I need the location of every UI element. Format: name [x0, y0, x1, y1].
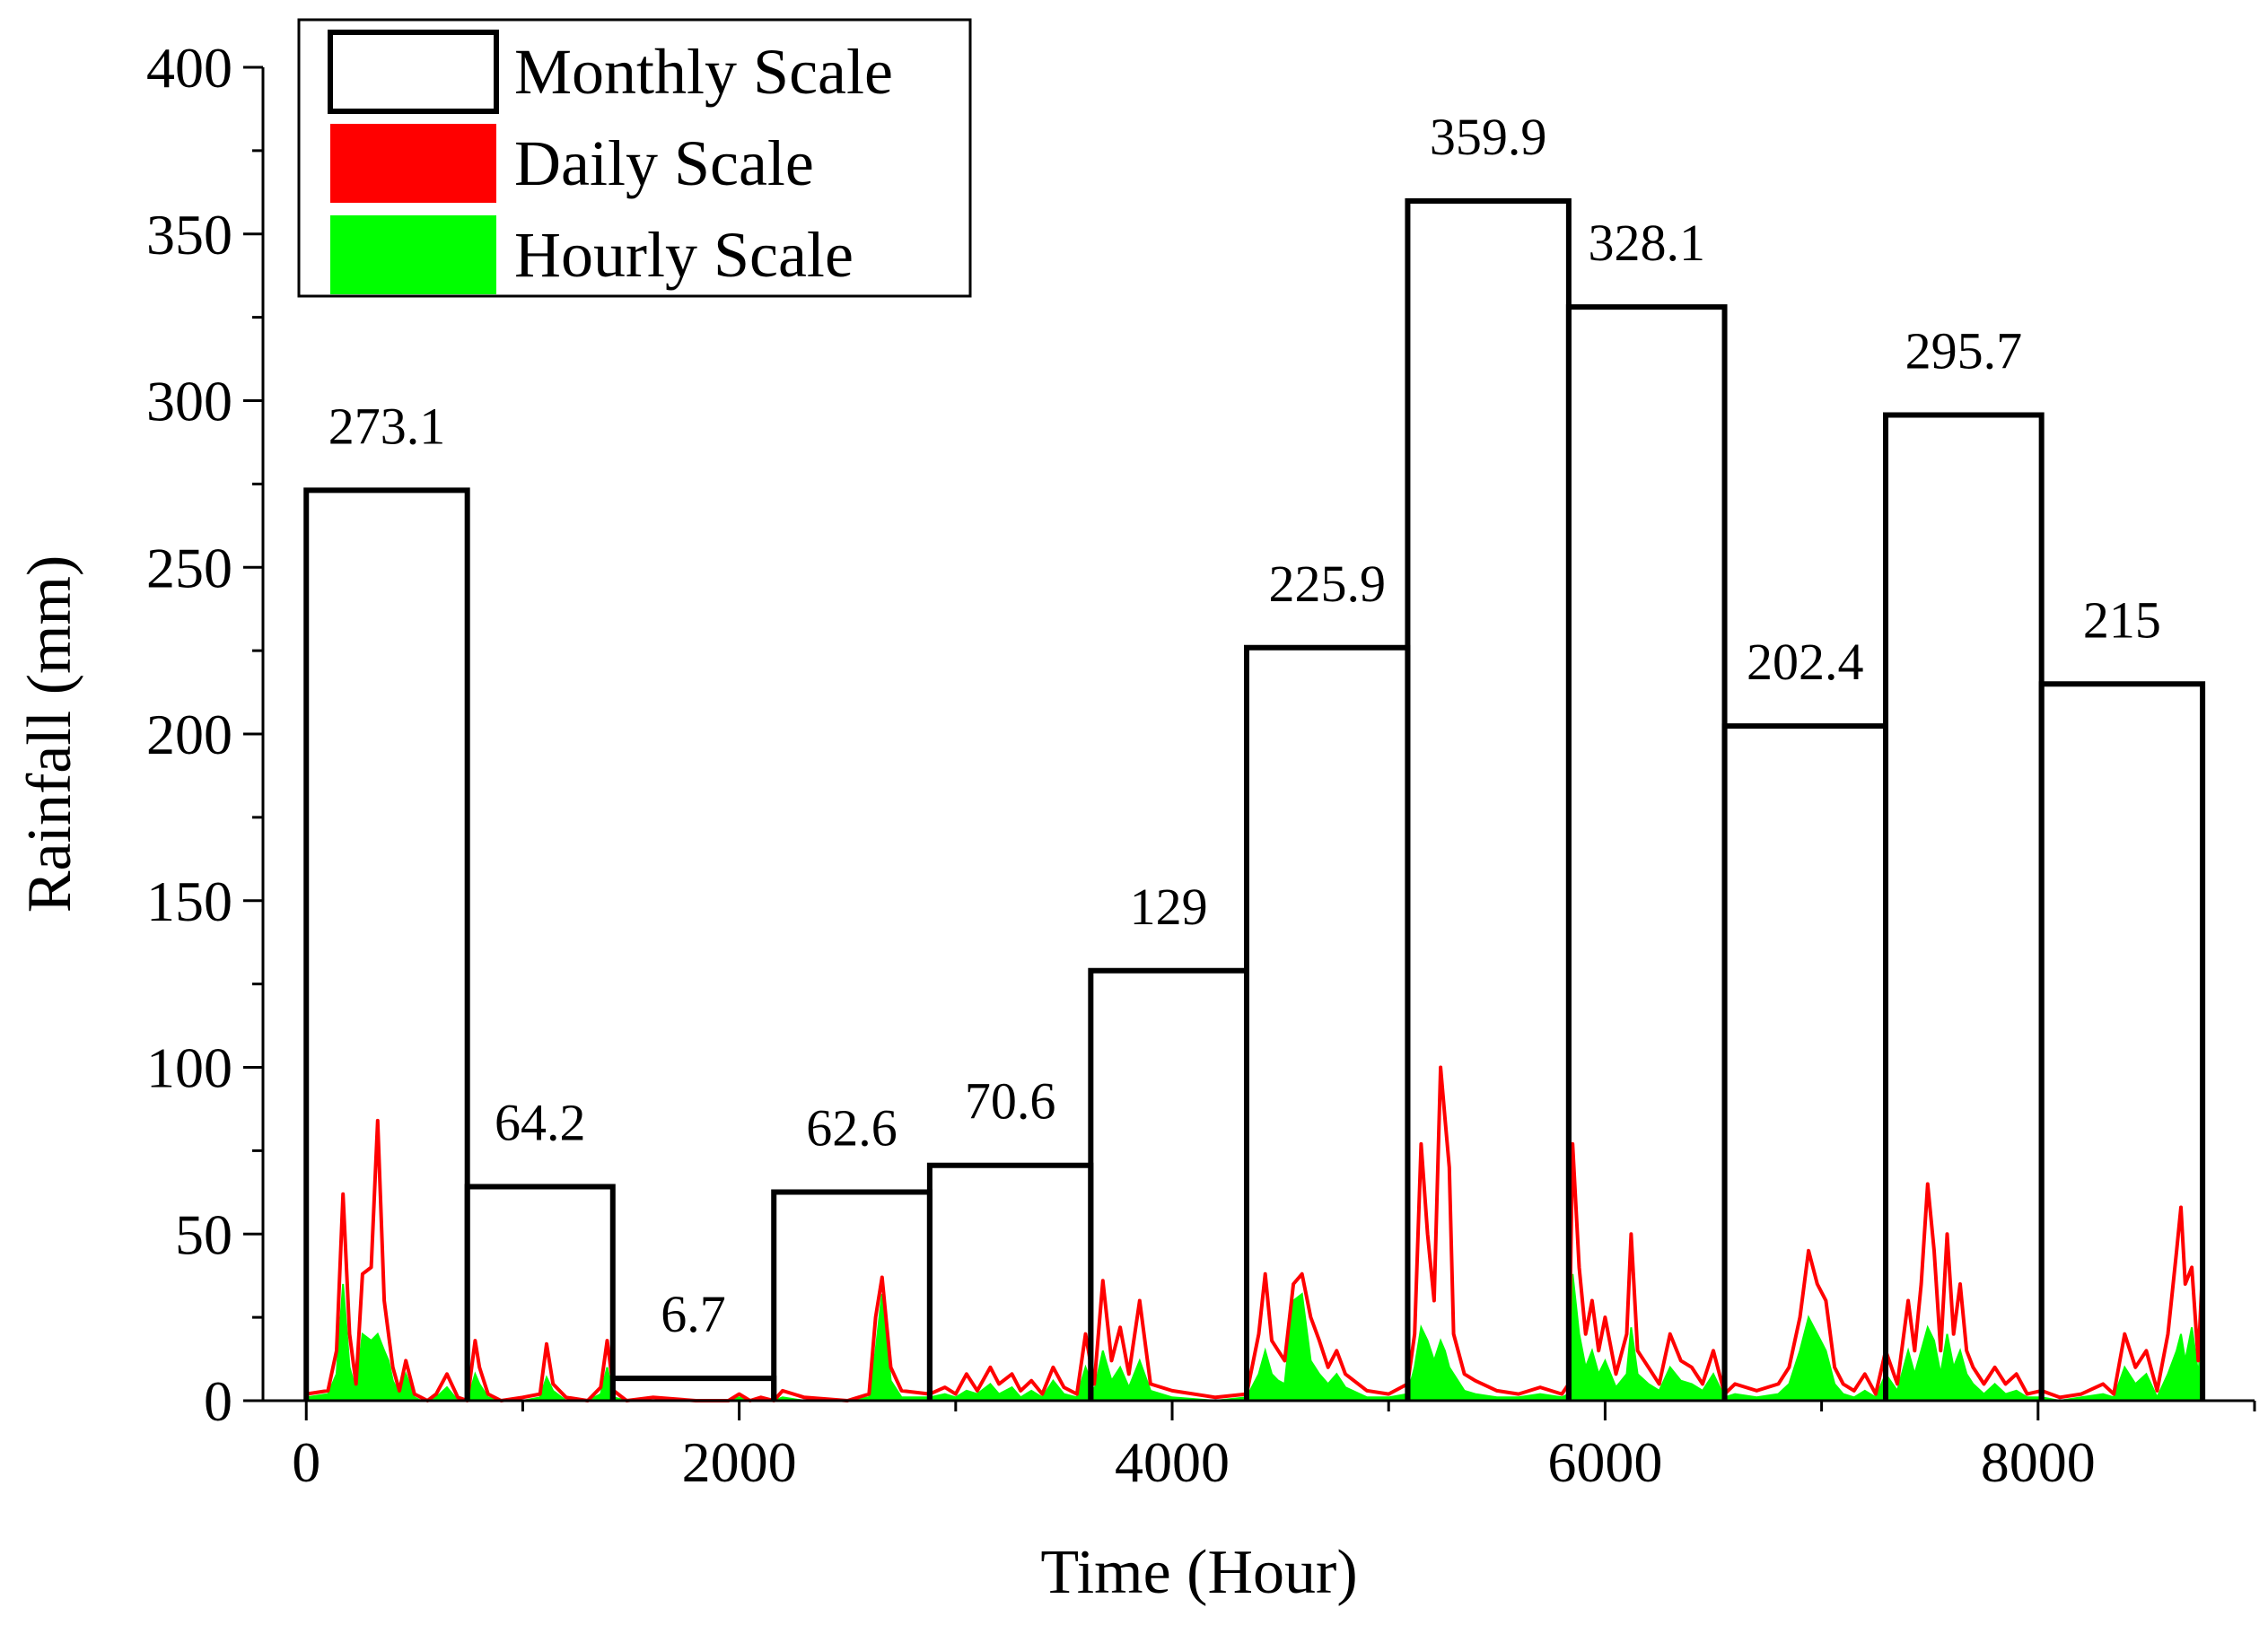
daily-series-layer	[305, 1065, 2205, 1402]
legend-label-monthly: Monthly Scale	[514, 36, 893, 108]
x-tick-label: 0	[292, 1430, 320, 1494]
monthly-bar	[464, 1184, 616, 1401]
y-tick-label: 300	[146, 370, 232, 433]
data-label: 64.2	[495, 1093, 586, 1151]
y-tick-label: 350	[146, 203, 232, 266]
monthly-bar	[1088, 967, 1249, 1401]
monthly-series-layer	[303, 197, 2206, 1401]
hourly-series-layer	[305, 1273, 2204, 1402]
y-tick-label: 250	[146, 536, 232, 599]
x-tick-label: 4000	[1115, 1430, 1230, 1494]
monthly-bar	[2038, 681, 2206, 1401]
data-label: 273.1	[328, 397, 446, 455]
data-label: 359.9	[1430, 108, 1547, 166]
data-label: 129	[1130, 878, 1208, 936]
data-label: 328.1	[1588, 214, 1705, 272]
data-label: 62.6	[806, 1098, 898, 1157]
y-tick-label: 150	[146, 869, 232, 933]
daily-series-line	[305, 1065, 2205, 1402]
data-label: 70.6	[965, 1072, 1056, 1131]
data-label: 6.7	[661, 1285, 726, 1343]
monthly-bar	[926, 1162, 1094, 1401]
monthly-bar	[1405, 197, 1572, 1401]
legend-swatch-hourly	[330, 215, 496, 294]
legend-label-hourly: Hourly Scale	[514, 219, 854, 291]
x-tick-label: 8000	[1981, 1430, 2096, 1494]
data-labels: 273.1 64.2 6.7 62.6 70.6 129 225.9 359.9 328.1 20…	[328, 108, 2161, 1343]
hourly-series-area	[305, 1273, 2204, 1402]
y-tick-label: 50	[175, 1202, 232, 1266]
monthly-bar	[1883, 412, 2045, 1401]
data-label: 225.9	[1268, 555, 1386, 613]
x-axis-title: Time (Hour)	[1040, 1538, 1357, 1607]
y-tick-label: 100	[146, 1036, 232, 1100]
monthly-bar	[1721, 723, 1889, 1401]
x-tick-label: 6000	[1547, 1430, 1662, 1494]
data-label: 295.7	[1905, 321, 2023, 380]
monthly-bar	[303, 487, 470, 1401]
legend: Monthly Scale Daily Scale Hourly Scale	[297, 18, 972, 298]
y-tick-label: 400	[146, 36, 232, 100]
data-label: 202.4	[1747, 633, 1864, 691]
y-tick-label: 200	[146, 703, 232, 766]
monthly-bar	[771, 1189, 933, 1401]
monthly-bar	[1243, 644, 1411, 1401]
y-axis-title: Rainfall (mm)	[15, 555, 84, 913]
y-tick-label: 0	[204, 1369, 232, 1433]
monthly-bar	[609, 1376, 777, 1401]
legend-swatch-daily	[330, 124, 496, 203]
data-label: 215	[2083, 590, 2161, 649]
legend-label-daily: Daily Scale	[514, 127, 814, 199]
legend-swatch-monthly	[328, 30, 499, 114]
x-tick-label: 2000	[682, 1430, 797, 1494]
monthly-bar	[1565, 304, 1728, 1401]
